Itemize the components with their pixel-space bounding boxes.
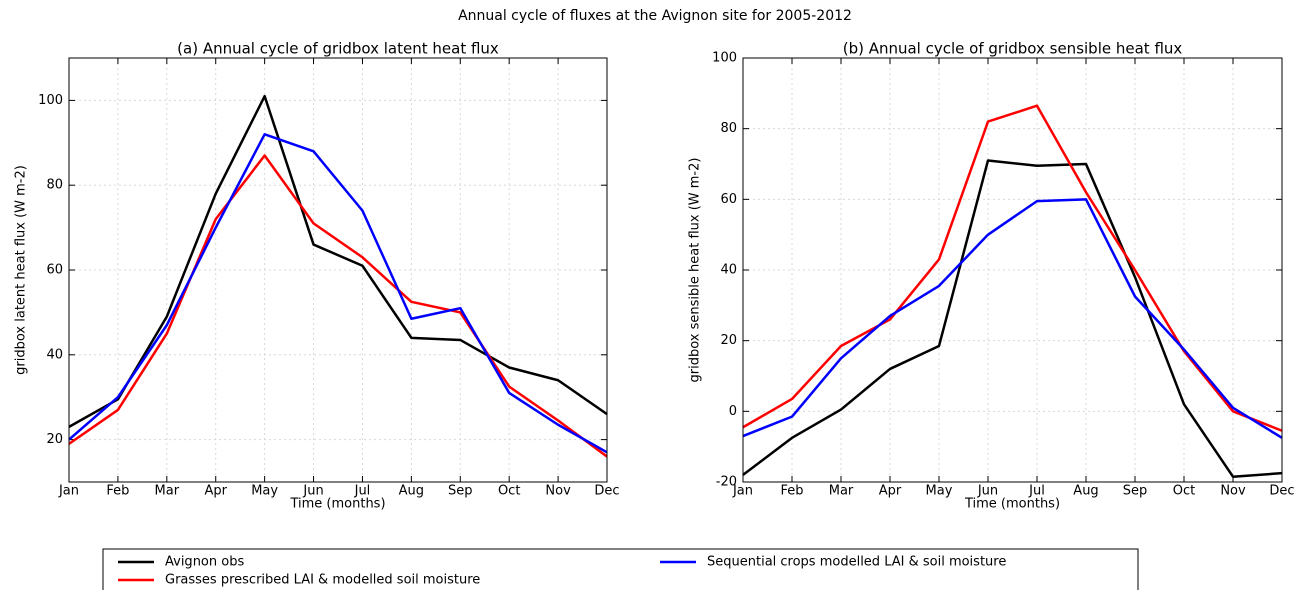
x-tick-label: Dec <box>1269 484 1294 499</box>
plot-frame <box>68 57 608 483</box>
legend-box <box>102 548 1139 590</box>
series-line <box>742 159 1283 478</box>
x-axis-label: Time (months) <box>964 497 1060 512</box>
x-tick-label: Jan <box>732 484 753 499</box>
x-tick-label: Apr <box>204 484 227 499</box>
x-axis-label: Time (months) <box>289 497 385 512</box>
plot-frame <box>742 57 1283 483</box>
x-tick-label: Sep <box>1123 484 1148 499</box>
series-line <box>68 133 608 454</box>
x-tick-label: Nov <box>545 484 571 499</box>
chart-title: (a) Annual cycle of gridbox latent heat … <box>177 40 499 58</box>
x-tick-label: Feb <box>780 484 803 499</box>
legend-label: Sequential crops modelled LAI & soil moi… <box>707 555 1006 570</box>
series-line <box>742 104 1283 432</box>
y-tick-label: 100 <box>712 51 737 66</box>
x-tick-label: Apr <box>879 484 902 499</box>
y-axis-label: gridbox sensible heat flux (W m-2) <box>688 158 703 383</box>
y-tick-label: 60 <box>46 263 63 278</box>
x-tick-label: Mar <box>829 484 854 499</box>
x-tick-label: Aug <box>399 484 424 499</box>
x-tick-label: Sep <box>448 484 473 499</box>
legend-label: Avignon obs <box>165 555 244 570</box>
y-tick-label: 100 <box>38 93 63 108</box>
y-tick-label: 60 <box>720 192 737 207</box>
figure-title: Annual cycle of fluxes at the Avignon si… <box>458 8 852 24</box>
y-tick-label: 20 <box>720 333 737 348</box>
x-tick-label: Jul <box>1028 484 1045 499</box>
y-tick-label: 40 <box>46 347 63 362</box>
x-tick-label: May <box>926 484 953 499</box>
x-tick-label: Mar <box>155 484 180 499</box>
y-tick-label: -20 <box>716 475 737 490</box>
y-tick-label: 40 <box>720 263 737 278</box>
x-tick-label: May <box>251 484 278 499</box>
y-tick-label: 80 <box>720 121 737 136</box>
y-tick-label: 20 <box>46 432 63 447</box>
series-line <box>68 94 608 428</box>
x-tick-label: Jun <box>977 484 998 499</box>
y-axis-label: gridbox latent heat flux (W m-2) <box>14 165 29 375</box>
x-tick-label: Jul <box>354 484 371 499</box>
x-tick-label: Oct <box>1173 484 1195 499</box>
x-tick-label: Aug <box>1073 484 1098 499</box>
x-tick-label: Jan <box>58 484 79 499</box>
y-tick-label: 0 <box>729 404 737 419</box>
x-tick-label: Jun <box>302 484 323 499</box>
series-line <box>742 198 1283 439</box>
x-tick-label: Nov <box>1220 484 1246 499</box>
y-tick-label: 80 <box>46 178 63 193</box>
legend-label: Grasses prescribed LAI & modelled soil m… <box>165 573 480 588</box>
series-line <box>68 154 608 458</box>
x-tick-label: Feb <box>106 484 129 499</box>
chart-title: (b) Annual cycle of gridbox sensible hea… <box>843 40 1183 58</box>
x-tick-label: Dec <box>594 484 619 499</box>
x-tick-label: Oct <box>498 484 520 499</box>
